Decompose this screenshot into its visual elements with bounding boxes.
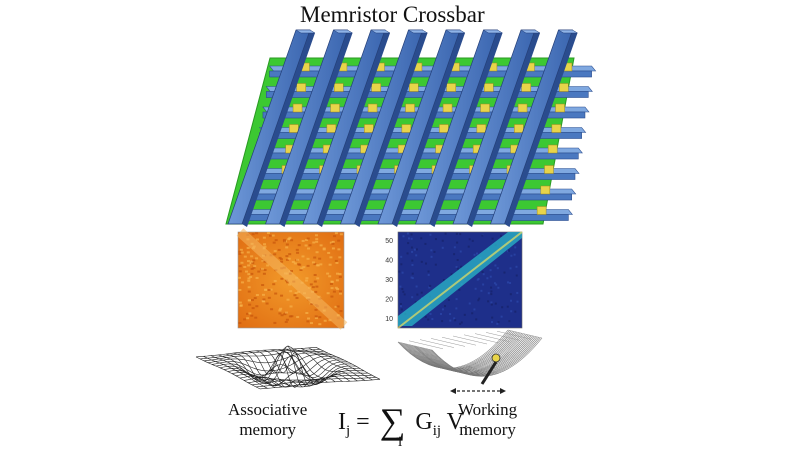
working-heatmap: 10 20 30 40 50 xyxy=(385,231,523,329)
top-electrode xyxy=(227,29,316,227)
memristor xyxy=(555,103,565,113)
memristor xyxy=(517,103,528,113)
top-electrode xyxy=(340,29,429,227)
memristor xyxy=(405,103,415,113)
bottom-electrode xyxy=(249,188,577,201)
top-electrode xyxy=(302,29,391,227)
diagram-title: Memristor Crossbar xyxy=(300,2,485,27)
y-tick-label: 50 xyxy=(385,238,393,245)
memristor xyxy=(446,83,456,92)
memristor xyxy=(476,124,487,133)
memristor xyxy=(514,124,524,133)
memristor xyxy=(292,103,303,113)
memristor xyxy=(544,165,554,174)
working-memory-label: Working memory xyxy=(458,400,518,439)
memristor xyxy=(521,83,531,92)
memristor xyxy=(367,103,378,113)
memristor xyxy=(334,83,344,92)
working-energy-bowl xyxy=(397,329,543,377)
memristor xyxy=(551,124,562,133)
top-electrodes xyxy=(227,29,579,227)
top-electrode xyxy=(452,29,541,227)
memristor xyxy=(536,206,547,215)
memristor xyxy=(409,83,419,92)
memristor xyxy=(484,83,494,92)
bottom-electrode xyxy=(245,209,573,221)
memristor xyxy=(547,144,558,154)
associative-energy-surface xyxy=(195,345,381,390)
memristor xyxy=(559,83,569,92)
top-electrode xyxy=(377,29,466,227)
associative-heatmap xyxy=(236,228,348,330)
memristor xyxy=(540,185,551,195)
y-tick-label: 30 xyxy=(385,277,393,284)
memristor xyxy=(439,124,449,133)
memristor xyxy=(442,103,453,113)
y-tick-label: 40 xyxy=(385,258,393,265)
y-tick-label: 10 xyxy=(385,316,393,323)
top-electrode xyxy=(490,29,579,227)
memristor xyxy=(326,124,337,133)
memristor xyxy=(289,124,299,133)
memristor xyxy=(296,83,306,92)
top-electrode xyxy=(265,29,354,227)
memristor xyxy=(371,83,381,92)
top-electrode xyxy=(415,29,504,227)
memristor xyxy=(364,124,374,133)
memristor xyxy=(401,124,412,133)
bowl-ball xyxy=(491,353,501,363)
y-tick-label: 20 xyxy=(385,297,393,304)
memristor xyxy=(330,103,340,113)
crossbar-formula: Ij = ∑ Gij Vi i xyxy=(338,401,469,450)
associative-memory-label: Associative memory xyxy=(228,400,308,439)
memristor xyxy=(480,103,490,113)
bowl-arrow xyxy=(480,361,498,385)
